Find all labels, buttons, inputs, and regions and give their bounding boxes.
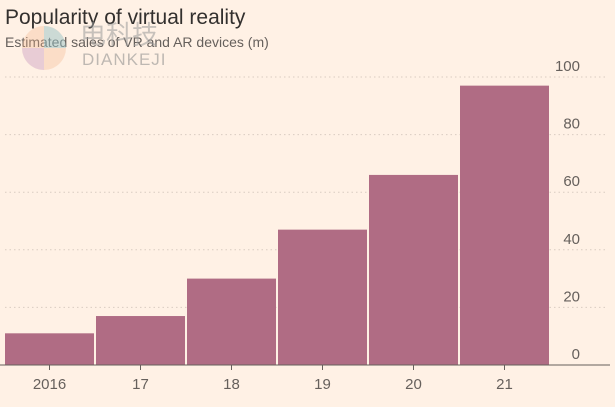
bar-19 <box>278 229 367 365</box>
x-tick-label: 21 <box>496 376 513 393</box>
x-tick-label: 19 <box>314 376 331 393</box>
x-tick-label: 18 <box>223 376 240 393</box>
y-tick-label: 100 <box>555 58 580 75</box>
watermark-logo-icon: 电科技 <box>22 21 158 70</box>
watermark-en-text: DIANKEJI <box>82 50 167 69</box>
bar-17 <box>96 316 185 365</box>
x-tick-label: 2016 <box>33 376 66 393</box>
y-tick-label: 40 <box>563 231 580 248</box>
y-tick-label: 20 <box>563 288 580 305</box>
bar-20 <box>369 174 458 365</box>
x-tick-label: 17 <box>132 376 149 393</box>
y-tick-label: 0 <box>572 346 580 363</box>
bar-18 <box>187 278 276 365</box>
watermark-cn-text: 电科技 <box>80 21 158 51</box>
bar-2016 <box>5 333 94 365</box>
bar-21 <box>460 85 549 365</box>
y-tick-label: 60 <box>563 173 580 190</box>
chart-title: Popularity of virtual reality <box>5 6 246 29</box>
y-tick-label: 80 <box>563 116 580 133</box>
x-tick-label: 20 <box>405 376 422 393</box>
chart-subtitle: Estimated sales of VR and AR devices (m) <box>5 34 269 50</box>
